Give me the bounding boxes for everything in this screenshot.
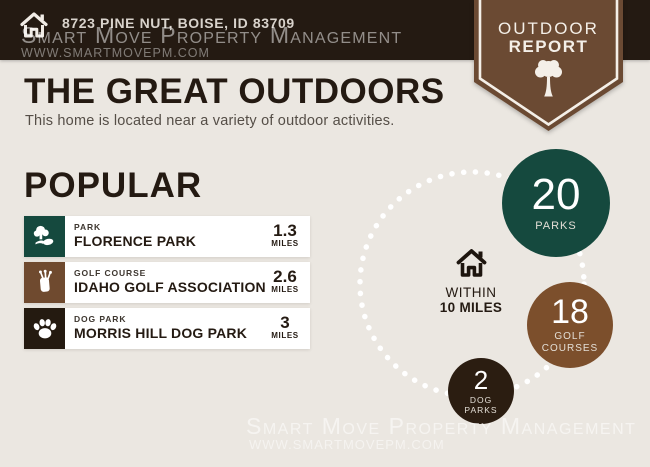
item-distance: 1.3 bbox=[273, 221, 297, 240]
list-item-dog-park: DOG PARK MORRIS HILL DOG PARK 3 MILES bbox=[24, 308, 310, 349]
item-name: MORRIS HILL DOG PARK bbox=[74, 325, 248, 341]
golf-bag-icon bbox=[24, 262, 65, 303]
stat-label-line2: PARKS bbox=[464, 405, 498, 415]
stat-label: PARKS bbox=[535, 219, 577, 232]
item-distance-unit: MILES bbox=[271, 285, 299, 294]
stat-value: 18 bbox=[551, 293, 589, 331]
watermark-company-bottom: Smart Move Property Management bbox=[246, 413, 637, 439]
item-name: IDAHO GOLF ASSOCIATION bbox=[74, 279, 266, 295]
page-title: THE GREAT OUTDOORS bbox=[24, 72, 445, 111]
watermark-website-bottom: WWW.SMARTMOVEPM.COM bbox=[249, 437, 445, 452]
popular-heading: POPULAR bbox=[24, 166, 203, 205]
home-icon bbox=[20, 12, 48, 38]
badge-title-line2: REPORT bbox=[508, 37, 589, 56]
stat-bubble-golf-courses: 18 GOLF COURSES bbox=[527, 282, 613, 368]
stat-label-line1: DOG bbox=[469, 394, 493, 405]
radius-center-label: WITHIN 10 MILES bbox=[428, 248, 514, 315]
item-distance: 2.6 bbox=[273, 267, 297, 286]
tree-icon bbox=[535, 60, 562, 97]
item-name: FLORENCE PARK bbox=[74, 233, 197, 249]
stat-label-line2: COURSES bbox=[541, 343, 599, 354]
paw-icon bbox=[24, 308, 65, 349]
page-subtitle: This home is located near a variety of o… bbox=[25, 113, 395, 129]
item-distance-unit: MILES bbox=[271, 331, 299, 340]
item-category: DOG PARK bbox=[74, 314, 127, 324]
item-category: PARK bbox=[74, 222, 102, 232]
outdoor-report-badge: OUTDOOR REPORT bbox=[474, 0, 623, 140]
stat-bubble-parks: 20 PARKS bbox=[502, 149, 610, 257]
list-item-park: PARK FLORENCE PARK 1.3 MILES bbox=[24, 216, 310, 257]
item-category: GOLF COURSE bbox=[74, 268, 147, 278]
within-label: WITHIN bbox=[445, 285, 497, 300]
item-distance-unit: MILES bbox=[271, 239, 299, 248]
house-icon bbox=[456, 249, 486, 277]
stat-bubble-dog-parks: 2 DOG PARKS bbox=[448, 358, 514, 424]
list-item-golf-course: GOLF COURSE IDAHO GOLF ASSOCIATION 2.6 M… bbox=[24, 262, 310, 303]
item-distance: 3 bbox=[280, 313, 290, 332]
within-miles: 10 MILES bbox=[439, 300, 503, 315]
property-address: 8723 PINE NUT, BOISE, ID 83709 bbox=[62, 15, 295, 31]
stat-label-line1: GOLF bbox=[554, 331, 586, 342]
stat-value: 2 bbox=[473, 364, 489, 395]
stat-value: 20 bbox=[531, 169, 581, 219]
park-icon bbox=[24, 216, 65, 257]
badge-title-line1: OUTDOOR bbox=[498, 19, 599, 38]
